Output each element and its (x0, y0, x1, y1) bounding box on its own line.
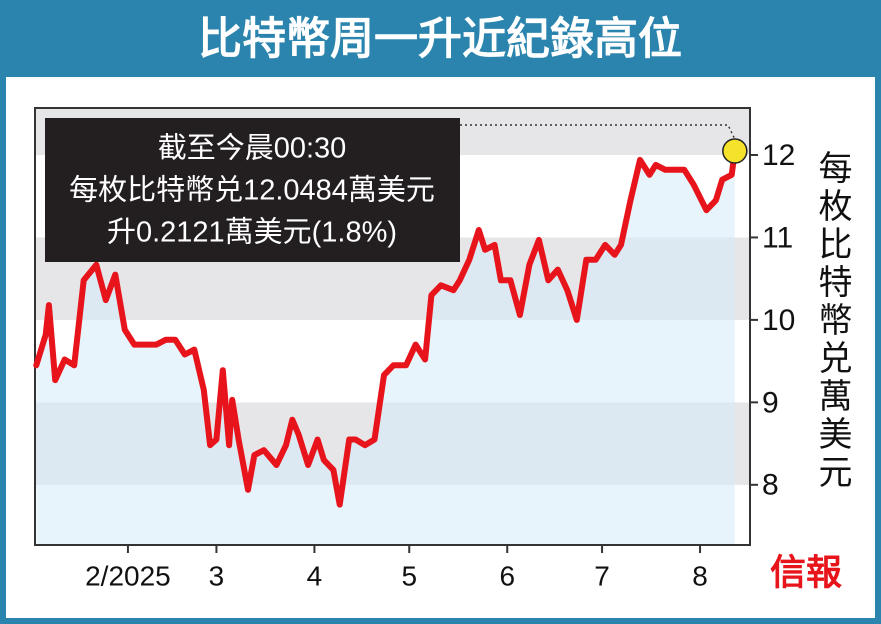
x-tick-label: 4 (307, 560, 323, 591)
y-tick-label: 8 (762, 469, 779, 502)
plot-border (34, 107, 751, 546)
x-tick-label: 8 (692, 560, 708, 591)
annotation-text: 每枚比特幣兑12.0484萬美元 (69, 174, 435, 207)
title-bar (3, 3, 878, 77)
annotation-text: 升0.2121萬美元(1.8%) (107, 216, 397, 249)
y-axis-title: 每枚比特幣兑萬美元 (813, 150, 852, 492)
x-tick-label: 7 (594, 560, 610, 591)
annotation-text: 截至今晨00:30 (158, 132, 347, 165)
chart-title: 比特幣周一升近紀錄高位 (198, 15, 682, 64)
x-tick-label: 2/2025 (85, 560, 171, 591)
y-tick-label: 10 (762, 304, 795, 337)
y-tick-label: 11 (762, 221, 793, 254)
x-tick-label: 3 (209, 560, 225, 591)
logo: 信報 (770, 552, 842, 592)
x-tick-label: 5 (401, 560, 417, 591)
annotation-box (45, 118, 460, 262)
end-marker (722, 138, 748, 164)
y-tick-label: 12 (762, 139, 795, 172)
x-tick-label: 6 (499, 560, 515, 591)
line-series (33, 148, 738, 508)
y-tick-label: 9 (762, 386, 779, 419)
